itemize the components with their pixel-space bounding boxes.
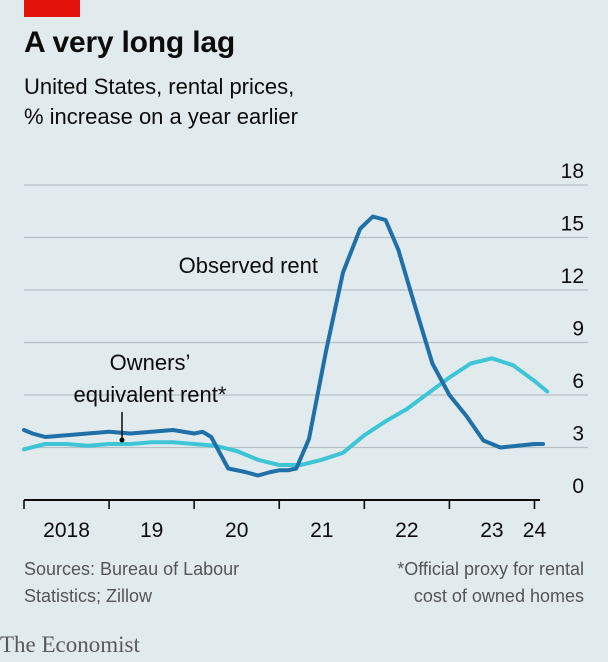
y-tick-label: 9	[572, 318, 584, 341]
annotations: Observed rent Owners’ equivalent rent*	[74, 253, 318, 443]
footnote: *Official proxy for rental cost of owned…	[397, 556, 584, 610]
oer-pointer-dot	[119, 437, 125, 443]
y-tick-label: 18	[561, 160, 584, 183]
y-tick-label: 15	[561, 213, 584, 236]
x-tick-label: 23	[480, 519, 503, 542]
series-line-owners-equivalent-rent	[22, 356, 550, 467]
y-tick-label: 3	[572, 423, 584, 446]
footnote-line-1: *Official proxy for rental	[397, 559, 584, 579]
y-axis-tick-labels: 0 3 6 9 12 15 18	[561, 160, 584, 498]
x-tick-label: 2018	[43, 519, 90, 542]
x-tick-label: 22	[395, 519, 418, 542]
chart-title: A very long lag	[24, 26, 235, 59]
series-line-observed-rent	[22, 214, 545, 478]
chart-subtitle: United States, rental prices, % increase…	[24, 72, 298, 132]
oer-label-line-1: Owners’	[110, 350, 191, 375]
x-tick-label: 19	[140, 519, 163, 542]
y-tick-label: 6	[572, 370, 584, 393]
source-line-1: Sources: Bureau of Labour	[24, 559, 240, 579]
observed-rent-label: Observed rent	[179, 253, 318, 278]
series-lines	[22, 214, 550, 478]
x-tick-label: 24	[523, 519, 547, 542]
x-tick-label: 20	[225, 519, 248, 542]
x-tick-label: 21	[310, 519, 333, 542]
y-tick-label: 0	[572, 475, 584, 498]
source-note: Sources: Bureau of Labour Statistics; Zi…	[24, 556, 239, 610]
footnote-line-2: cost of owned homes	[413, 586, 584, 606]
line-chart: 0 3 6 9 12 15 18 2018 19 20 21 22 23 24 Observed ren…	[22, 160, 588, 542]
subtitle-line-1: United States, rental prices,	[24, 74, 295, 99]
subtitle-line-2: % increase on a year earlier	[24, 104, 298, 129]
source-line-2: Statistics; Zillow	[24, 586, 153, 606]
x-axis-ticks: 2018 19 20 21 22 23 24	[23, 500, 547, 542]
economist-logo-text: The Economist	[0, 632, 140, 657]
oer-label-line-2: equivalent rent*	[74, 382, 227, 407]
gridlines	[24, 184, 588, 449]
brand-red-tag	[24, 0, 80, 17]
y-tick-label: 12	[561, 265, 584, 288]
